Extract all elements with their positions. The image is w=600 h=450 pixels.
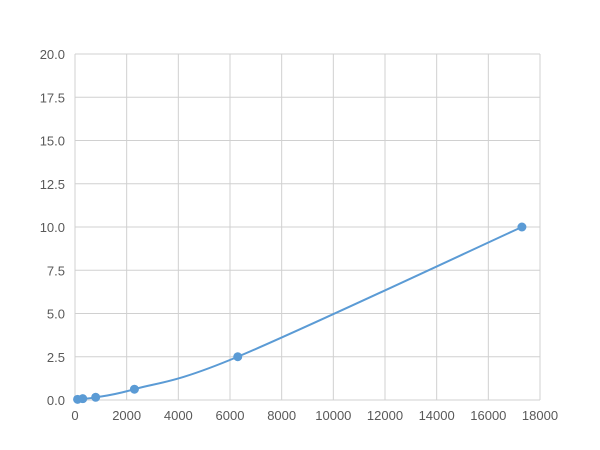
x-tick-label: 10000 bbox=[315, 408, 351, 423]
data-point bbox=[91, 392, 101, 402]
y-tick-label: 7.5 bbox=[47, 263, 65, 278]
x-tick-label: 16000 bbox=[470, 408, 506, 423]
data-point bbox=[233, 352, 243, 362]
x-tick-labels: 0 2000 4000 6000 8000 10000 12000 14000 16000 180… bbox=[71, 408, 558, 423]
y-tick-label: 10.0 bbox=[40, 220, 65, 235]
y-tick-label: 0.0 bbox=[47, 393, 65, 408]
y-tick-label: 15.0 bbox=[40, 134, 65, 149]
x-tick-label: 12000 bbox=[367, 408, 403, 423]
series bbox=[73, 222, 527, 404]
y-tick-label: 2.5 bbox=[47, 350, 65, 365]
data-point bbox=[517, 222, 527, 232]
y-tick-label: 17.5 bbox=[40, 90, 65, 105]
data-point bbox=[78, 394, 88, 404]
data-point bbox=[129, 384, 139, 394]
y-tick-label: 5.0 bbox=[47, 307, 65, 322]
y-tick-label: 12.5 bbox=[40, 177, 65, 192]
x-tick-label: 18000 bbox=[522, 408, 558, 423]
y-tick-label: 20.0 bbox=[40, 47, 65, 62]
y-tick-labels: 0.0 2.5 5.0 7.5 10.0 12.5 15.0 17.5 20.0 bbox=[40, 47, 65, 408]
x-tick-label: 14000 bbox=[419, 408, 455, 423]
x-tick-label: 6000 bbox=[216, 408, 245, 423]
x-tick-label: 4000 bbox=[164, 408, 193, 423]
x-tick-label: 0 bbox=[71, 408, 78, 423]
grid bbox=[74, 53, 541, 401]
x-tick-label: 2000 bbox=[112, 408, 141, 423]
x-tick-label: 8000 bbox=[267, 408, 296, 423]
